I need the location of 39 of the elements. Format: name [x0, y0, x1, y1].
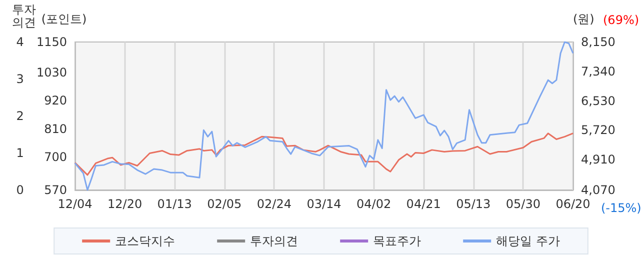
x-tick-label: 01/13: [157, 197, 192, 211]
line-series: [74, 41, 574, 191]
x-tick-label: 05/30: [506, 197, 540, 211]
y-tick-label: 0: [16, 183, 24, 197]
legend-label: 코스닥지수: [115, 234, 176, 248]
y3-axis-title: (원): [573, 12, 594, 26]
y3-tick-label: 4,070: [581, 183, 616, 197]
y3-tick-label: 8,150: [581, 35, 616, 49]
text: (-15%): [601, 201, 642, 215]
y-axis-title: 투자 의견: [12, 2, 36, 30]
y2-tick-label: 920: [44, 94, 67, 108]
x-tick-label: 04/21: [406, 197, 441, 211]
y3-tick-label: 5,720: [581, 123, 616, 138]
y2-tick-label: 1030: [36, 66, 67, 80]
x-tick-label: 12/04: [58, 197, 92, 211]
y2-axis-title: (포인트): [41, 12, 87, 26]
y-tick-label: 2: [16, 109, 24, 123]
x-tick-label: 02/05: [207, 197, 242, 211]
x-tick-label: 12/20: [108, 197, 142, 211]
legend-label: 해당일 주가: [496, 234, 560, 248]
x-tick-label: 03/14: [306, 197, 342, 211]
text: (69%): [603, 13, 640, 27]
y-tick-label: 1: [16, 146, 24, 160]
x-tick-label: 06/20: [556, 197, 590, 211]
y3-tick-label: 4,910: [581, 152, 616, 167]
legend-label: 투자의견: [250, 234, 298, 248]
y2-tick-label: 810: [44, 122, 67, 136]
y2-tick-label: 700: [44, 150, 67, 164]
y-tick-label: 4: [16, 35, 24, 49]
y3-tick-label: 7,340: [581, 64, 616, 78]
y-tick-label: 3: [16, 72, 24, 86]
x-tick-label: 05/13: [456, 197, 491, 211]
line-series: [74, 132, 574, 176]
x-tick-label: 04/02: [356, 197, 392, 211]
y2-tick-label: 570: [44, 183, 67, 197]
y3-tick-label: 6,530: [581, 94, 616, 108]
legend-label: 목표주가: [373, 234, 422, 248]
y2-tick-label: 1150: [36, 35, 67, 49]
x-tick-label: 02/24: [256, 197, 292, 211]
